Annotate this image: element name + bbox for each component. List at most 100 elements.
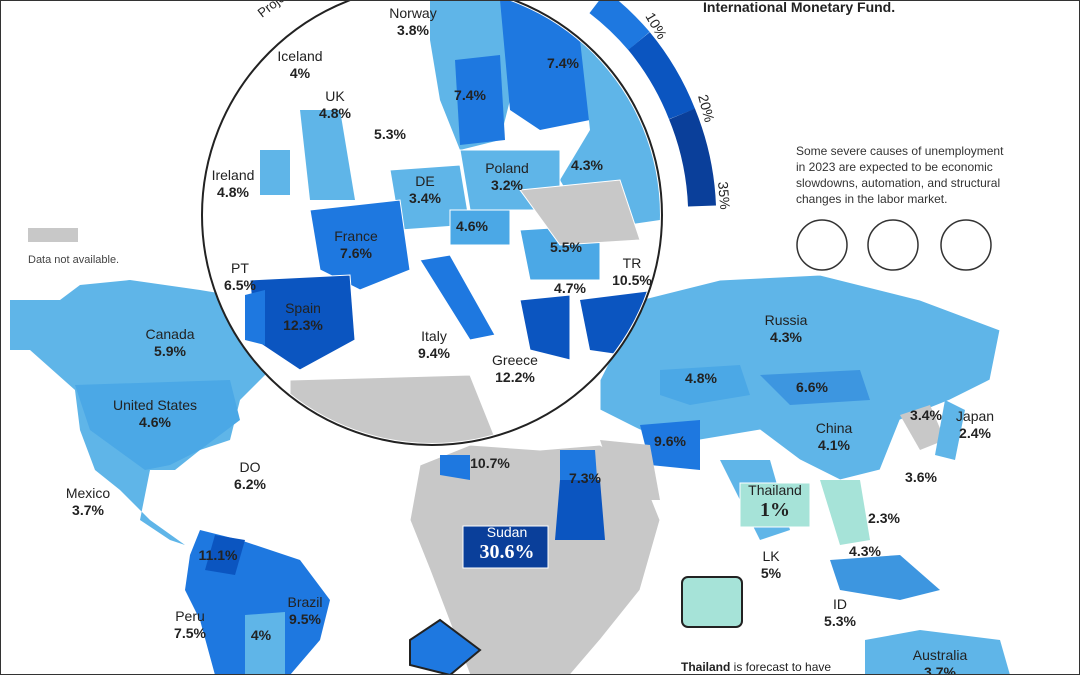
country-value: 4% [251,627,272,643]
sudan [555,480,605,540]
country-value: 11.1% [199,547,238,563]
ireland [260,150,290,195]
wallet [409,618,482,675]
country-name: Peru [175,608,205,624]
central-europe [449,209,511,246]
country-value: 4.7% [554,280,586,296]
country-value: 7.4% [454,87,486,103]
country-name: Poland [485,160,529,176]
country-value: 4.8% [319,105,351,121]
country-value: 6.5% [224,277,256,293]
sudan-box [462,525,549,569]
country-name: Canada [145,326,194,342]
country-value: 3.7% [72,502,104,518]
icon-structural [940,219,992,271]
country-name: Iceland [277,48,322,64]
portugal [245,290,265,345]
country-name: UK [325,88,345,104]
scale-tick: 20% [695,93,718,124]
japan [935,400,965,460]
icons [796,219,992,271]
source: International Monetary Fund. [703,0,895,15]
country-value: 4.3% [849,543,881,559]
note-line: Some severe causes of unemployment [796,144,1004,158]
country-name: DO [240,459,261,475]
country-value: 4.8% [217,184,249,200]
thailand-box [739,482,811,528]
scale-segment [589,0,650,51]
country-value: 5.9% [154,343,186,359]
france [309,199,411,291]
thailand [820,480,870,545]
country-name: China [816,420,853,436]
country-value: 4.3% [571,157,603,173]
country-name: TR [623,255,642,271]
italy [419,254,496,341]
country-name: United States [113,397,197,413]
uk [300,110,355,200]
country-value: 9.4% [418,345,450,361]
country-value: 6.2% [234,476,266,492]
country-name: France [334,228,378,244]
country-value: 9.6% [654,433,686,449]
country-name: Spain [285,300,321,316]
sweden [455,55,505,145]
country-value: 5% [761,565,782,581]
country-name: Mexico [66,485,111,501]
country-name: Greece [492,352,538,368]
country-value: 3.6% [905,469,937,485]
greece [519,294,571,361]
indonesia [830,555,940,600]
scale-segment [628,32,696,120]
note: Some severe causes of unemployment in 202… [796,144,1004,206]
tuk-tuk [681,576,743,628]
country-value: 5.3% [374,126,406,142]
country-name: Brazil [287,594,322,610]
country-value: 10.5% [612,272,652,288]
country-name: Russia [765,312,808,328]
country-value: 7.6% [340,245,372,261]
scale-bar [589,0,716,207]
country-name: DE [415,173,434,189]
country-name: Norway [389,5,436,21]
country-value: 7.5% [174,625,206,641]
country-name: Japan [956,408,994,424]
country-name: LK [762,548,780,564]
icon-automation [867,219,919,271]
country-value: 2.3% [868,510,900,526]
callout: Thailand is forecast to have [681,660,831,674]
country-name: Australia [913,647,968,663]
arabia [600,440,660,500]
colombia [205,535,245,575]
country-value: 6.6% [796,379,828,395]
country-value: 7.3% [569,470,601,486]
country-name: PT [231,260,249,276]
scale-tick: 35% [715,181,733,210]
no-data-label: Data not available. [28,254,119,266]
country-value: 3.4% [409,190,441,206]
country-value: 3.2% [491,177,523,193]
country-value: 7.4% [547,55,579,71]
country-value: 30.6% [480,541,535,563]
country-value: 12.3% [283,317,323,333]
country-value: 10.7% [470,455,510,471]
country-value: 4% [290,65,311,81]
note-line: slowdowns, automation, and structural [796,176,1000,190]
callout-text: is forecast to have [730,660,831,674]
country-name: Ireland [212,167,255,183]
country-name: Thailand [748,482,802,498]
kazakhstan [660,365,750,405]
note-line: in 2023 are expected to be economic [796,160,993,174]
country-value: 2.4% [959,425,991,441]
country-name: ID [833,596,847,612]
united-states [75,380,240,470]
labels: Norway3.8%Iceland4%UK4.8%5.3%Ireland4.8%… [66,5,994,675]
ukraine [519,179,641,246]
bolivia [245,612,285,675]
country-value: 4.1% [818,437,850,453]
country-name: Sudan [487,524,527,540]
scale-segment [668,108,716,207]
icon-slowdown [796,219,848,271]
country-value: 12.2% [495,369,535,385]
